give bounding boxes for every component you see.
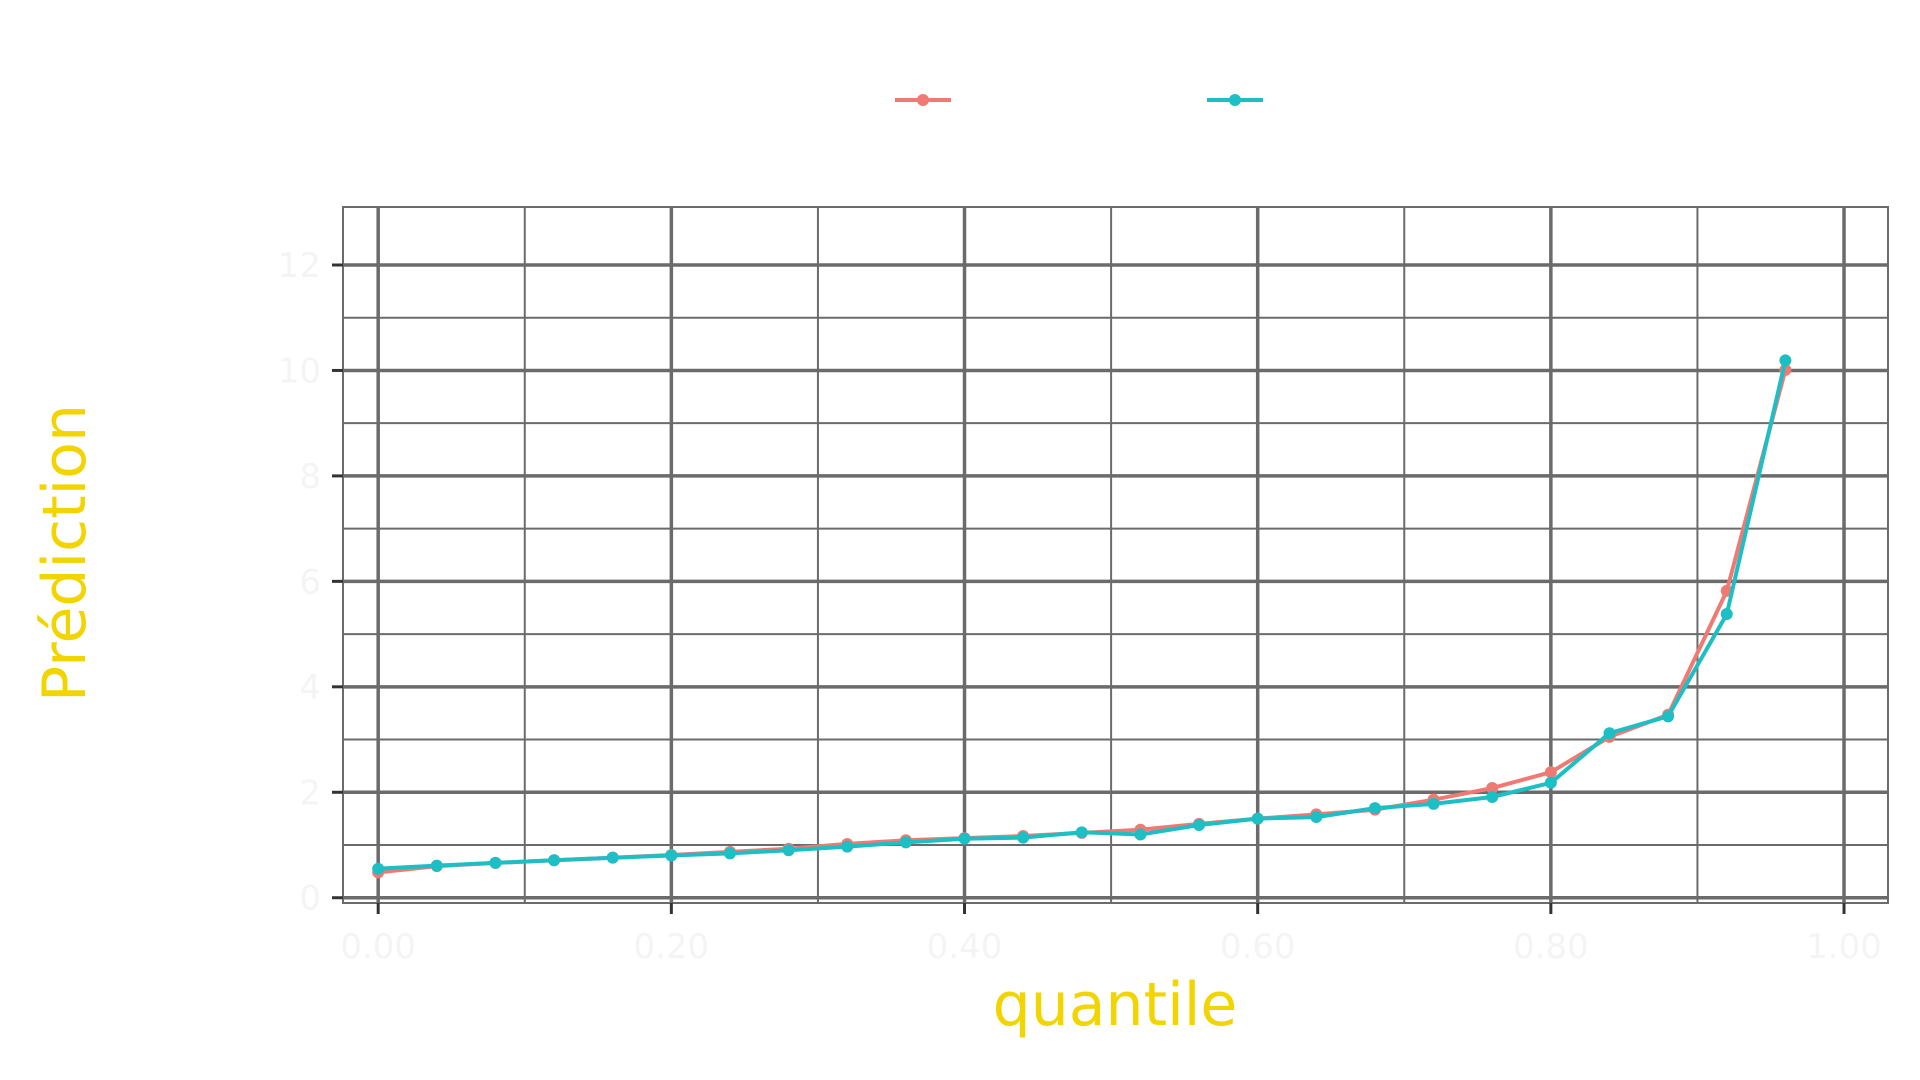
plot-area: 0.00 0.20 0.40 0.60 0.80 1.00 0 2 4 6 8 10 12: [278, 206, 1889, 967]
y-tick-label: 4: [299, 668, 321, 708]
legend-item-series-2: [1207, 94, 1263, 106]
series-2-point: [899, 836, 912, 849]
y-tick-label: 10: [278, 351, 321, 391]
series-2-point: [1720, 608, 1733, 621]
y-tick-label: 8: [299, 457, 321, 497]
y-tick-label: 12: [278, 246, 321, 286]
series-2-point: [1779, 354, 1792, 367]
series-2-point: [841, 840, 854, 853]
series-2-point: [1368, 802, 1381, 815]
series-1: [372, 363, 1792, 879]
series-2-point: [1134, 828, 1147, 841]
series-2-point: [1310, 811, 1323, 824]
series-2-point: [1427, 797, 1440, 810]
series-2-point: [1075, 826, 1088, 839]
series-1-point: [1544, 766, 1557, 779]
series-2-point: [1603, 727, 1616, 740]
series-2-point: [665, 849, 678, 862]
axes: 0.00 0.20 0.40 0.60 0.80 1.00 0 2 4 6 8 10 12: [278, 246, 1882, 967]
series-2-point: [430, 859, 443, 872]
y-tick-label: 6: [299, 562, 321, 602]
x-tick-label: 0.00: [340, 927, 416, 967]
x-axis-title: quantile: [993, 970, 1238, 1040]
series-2-point: [489, 856, 502, 869]
major-grid: [342, 206, 1889, 904]
series-1-line: [377, 369, 1788, 875]
plot-frame: [342, 206, 1889, 904]
series-2-point: [548, 854, 561, 867]
y-tick-label: 2: [299, 773, 321, 813]
series-1-point: [1486, 782, 1499, 795]
series-2: [372, 354, 1792, 875]
series-2-point: [1251, 812, 1264, 825]
series-2-point: [958, 832, 971, 845]
series-2-point: [1486, 791, 1499, 804]
x-tick-label: 0.40: [927, 927, 1003, 967]
legend-item-series-1: [895, 94, 951, 106]
legend: [895, 94, 1263, 106]
series-2-point: [1017, 831, 1030, 844]
x-tick-label: 0.60: [1220, 927, 1296, 967]
series-2-point: [782, 844, 795, 857]
series-2-point: [372, 862, 385, 875]
minor-grid: [343, 207, 1888, 903]
x-tick-label: 0.20: [633, 927, 709, 967]
x-tick-label: 0.80: [1513, 927, 1589, 967]
series-2-point: [1193, 818, 1206, 831]
y-tick-label: 0: [299, 879, 321, 919]
x-tick-label: 1.00: [1806, 927, 1882, 967]
series-2-point: [1544, 776, 1557, 789]
series-2-point: [606, 851, 619, 864]
y-axis-title: Prédiction: [30, 404, 100, 702]
series-2-point: [1662, 710, 1675, 723]
series-2-point: [723, 847, 736, 860]
series-layer: [372, 354, 1792, 879]
